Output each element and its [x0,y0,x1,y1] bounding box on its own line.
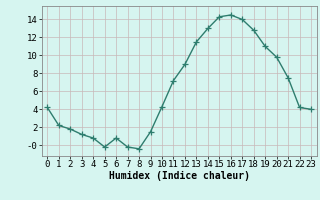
X-axis label: Humidex (Indice chaleur): Humidex (Indice chaleur) [109,171,250,181]
